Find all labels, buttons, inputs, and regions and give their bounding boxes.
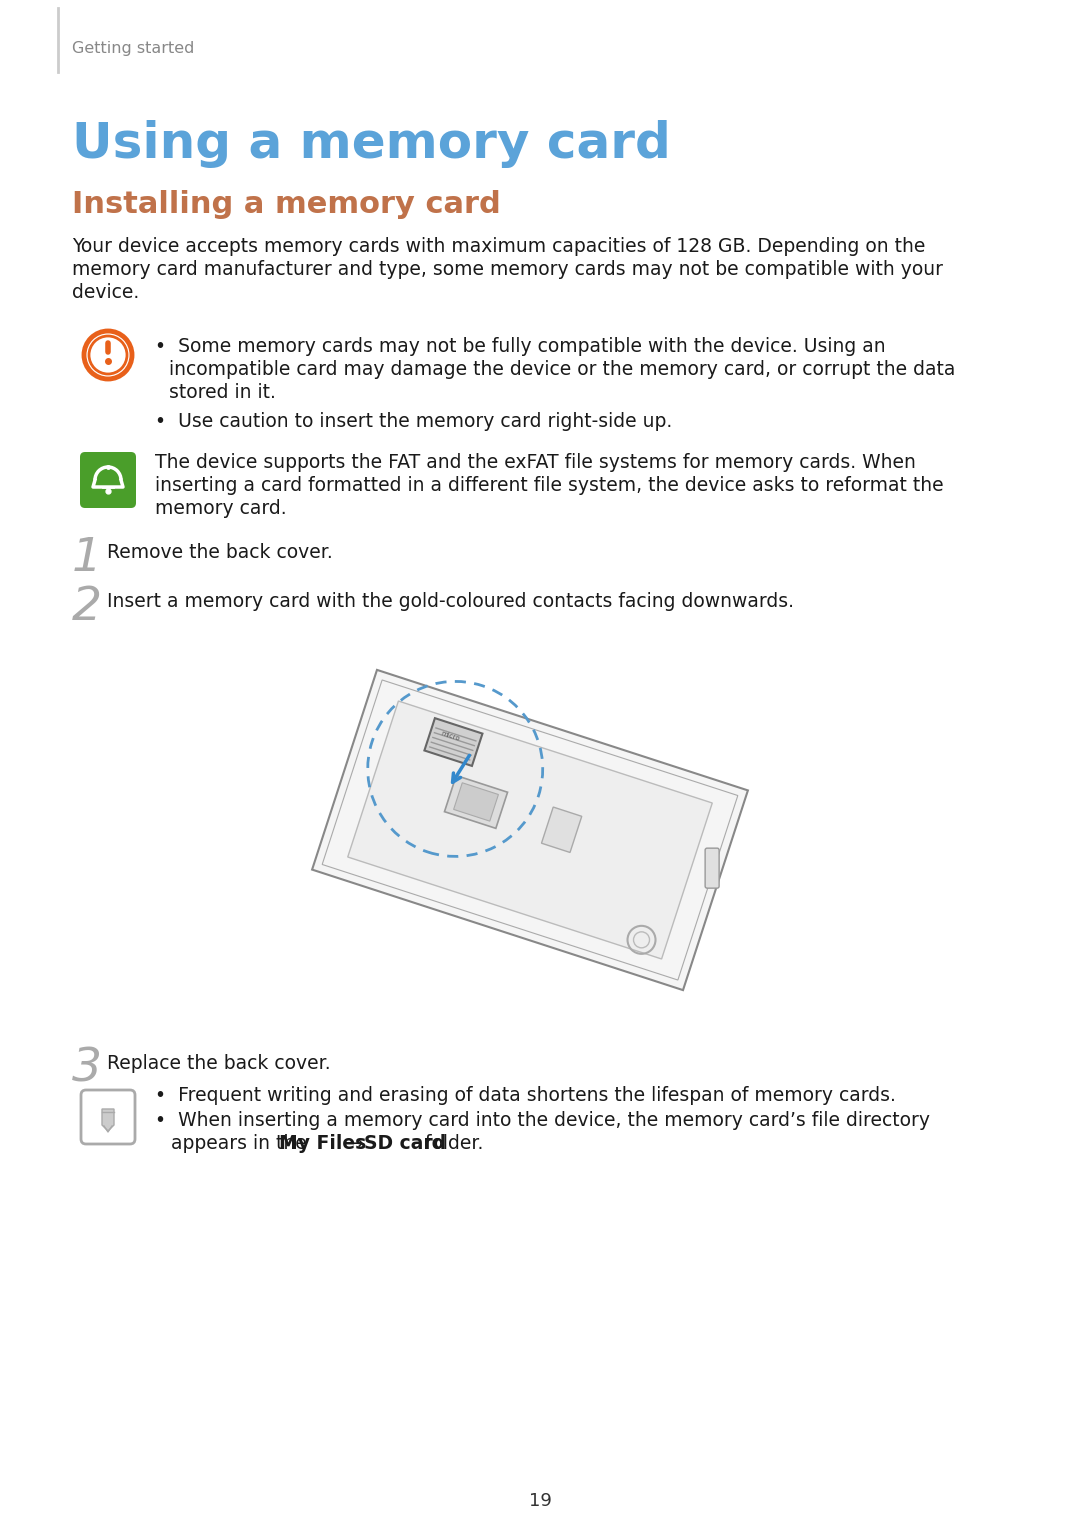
Text: •  Frequent writing and erasing of data shortens the lifespan of memory cards.: • Frequent writing and erasing of data s…	[156, 1086, 896, 1106]
Text: My Files: My Files	[279, 1135, 366, 1153]
Polygon shape	[312, 670, 748, 989]
Text: •  Some memory cards may not be fully compatible with the device. Using an: • Some memory cards may not be fully com…	[156, 337, 886, 356]
Polygon shape	[445, 776, 508, 828]
Text: 19: 19	[528, 1492, 552, 1510]
FancyBboxPatch shape	[81, 1090, 135, 1144]
Text: stored in it.: stored in it.	[168, 383, 275, 402]
Text: Installing a memory card: Installing a memory card	[72, 189, 501, 218]
Polygon shape	[102, 1109, 114, 1132]
Text: Remove the back cover.: Remove the back cover.	[107, 544, 333, 562]
Polygon shape	[454, 783, 499, 822]
Text: SD card: SD card	[364, 1135, 446, 1153]
Text: 3: 3	[72, 1048, 103, 1092]
Text: folder.: folder.	[419, 1135, 484, 1153]
Text: Using a memory card: Using a memory card	[72, 121, 671, 168]
Text: 1: 1	[72, 536, 103, 580]
Text: The device supports the FAT and the exFAT file systems for memory cards. When: The device supports the FAT and the exFA…	[156, 454, 916, 472]
Text: Getting started: Getting started	[72, 41, 194, 55]
Polygon shape	[424, 718, 483, 767]
Text: →: →	[342, 1135, 370, 1153]
Text: Replace the back cover.: Replace the back cover.	[107, 1054, 330, 1073]
Polygon shape	[348, 701, 713, 959]
Text: 2: 2	[72, 585, 103, 631]
Text: •  When inserting a memory card into the device, the memory card’s file director: • When inserting a memory card into the …	[156, 1112, 930, 1130]
FancyBboxPatch shape	[705, 847, 719, 889]
Text: Insert a memory card with the gold-coloured contacts facing downwards.: Insert a memory card with the gold-colou…	[107, 592, 794, 611]
Text: memory card manufacturer and type, some memory cards may not be compatible with : memory card manufacturer and type, some …	[72, 260, 943, 279]
Text: memory card.: memory card.	[156, 499, 286, 518]
Text: •  Use caution to insert the memory card right-side up.: • Use caution to insert the memory card …	[156, 412, 672, 431]
Text: inserting a card formatted in a different file system, the device asks to reform: inserting a card formatted in a differen…	[156, 476, 944, 495]
FancyBboxPatch shape	[80, 452, 136, 508]
Text: Your device accepts memory cards with maximum capacities of 128 GB. Depending on: Your device accepts memory cards with ma…	[72, 237, 926, 257]
Text: micro: micro	[440, 730, 460, 742]
Polygon shape	[541, 808, 582, 852]
Text: incompatible card may damage the device or the memory card, or corrupt the data: incompatible card may damage the device …	[168, 360, 956, 379]
Text: appears in the: appears in the	[171, 1135, 313, 1153]
Text: device.: device.	[72, 282, 139, 302]
